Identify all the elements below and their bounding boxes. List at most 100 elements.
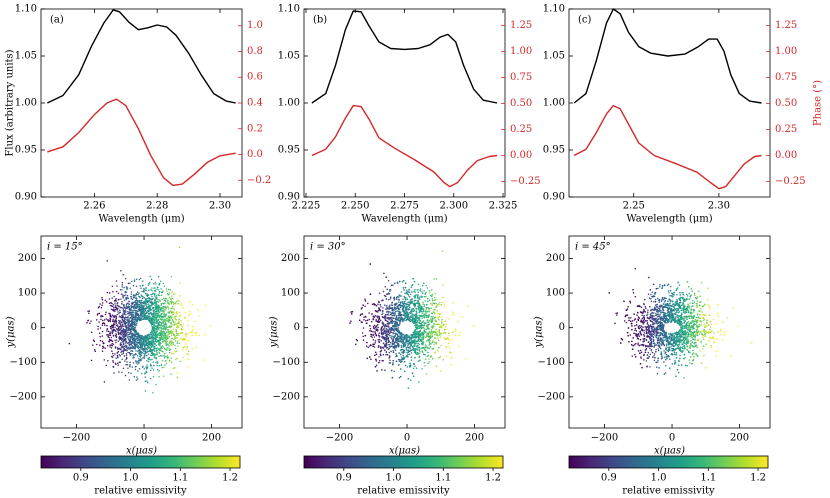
scatter-point [382,316,384,319]
scatter-point [437,316,439,318]
scatter-point [113,299,116,302]
scatter-point [414,343,416,345]
scatter-point [119,361,122,364]
scatter-point [434,352,436,354]
scatter-point [388,308,390,310]
scatter-point [121,301,123,303]
scatter-point [159,342,162,345]
scatter-point [172,311,174,313]
scatter-point [425,349,427,352]
scatter-point [146,315,149,318]
scatter-point [369,324,371,327]
scatter-point [110,324,113,327]
scatter-point [114,345,117,348]
scatter-point [417,342,419,344]
scatter-point [378,338,381,341]
scatter-point [209,325,212,327]
scatter-point [167,299,169,302]
scatter-point [173,321,175,324]
scatter-point [423,314,425,317]
scatter-point [178,322,180,324]
scatter-point [422,333,425,336]
scatter-point [397,342,400,344]
scatter-point [170,298,173,300]
scatter-point [142,340,144,342]
scatter-point [419,298,421,300]
scatter-point [130,324,133,327]
scatter-point [162,375,165,377]
scatter-point [375,325,378,327]
scatter-point [150,278,153,281]
scatter-point [373,336,376,338]
scatter-point [146,338,148,341]
scatter-point [418,303,421,306]
scatter-point [99,336,101,338]
scatter-point [425,295,427,298]
scatter-point [125,297,127,299]
scatter-point [376,316,379,319]
scatter-point [114,308,117,311]
scatter-point [134,331,137,333]
scatter-point [458,345,460,347]
scatter-point [153,346,155,349]
scatter-point [435,305,438,307]
scatter-point [171,291,173,293]
scatter-point [112,343,115,345]
scatter-point [123,333,125,336]
scatter-point [146,301,149,304]
scatter-point [112,290,114,293]
scatter-point [107,360,109,362]
scatter-point [164,336,167,339]
scatter-point [425,291,427,294]
scatter-point [98,312,101,315]
scatter-point [181,304,183,307]
scatter-point [137,335,140,338]
scatter-point [131,342,133,344]
scatter-point [131,318,134,320]
scatter-point [123,329,125,331]
scatter-point [120,321,123,323]
scatter-point [123,347,126,350]
scatter-point [151,351,153,353]
scatter-point [149,363,152,365]
scatter-point [167,308,170,310]
scatter-point [124,277,127,280]
scatter-point [395,306,397,309]
scatter-point [419,290,421,292]
scatter-point [157,306,159,309]
scatter-point [375,318,377,321]
scatter-point [425,345,427,348]
scatter-point [396,315,398,317]
scatter-point [136,378,139,380]
scatter-point [158,370,160,372]
scatter-point [411,372,414,375]
scatter-point [157,315,159,318]
scatter-point [159,308,162,310]
scatter-point [141,312,143,314]
scatter-point [112,303,115,306]
scatter-point [90,320,92,322]
scatter-point [90,331,93,333]
scatter-point [160,328,163,330]
scatter-point [152,354,154,356]
scatter-point [150,313,153,316]
scatter-point [109,325,112,328]
scatter-point [112,335,115,337]
scatter-point [174,317,177,320]
scatter-point [438,330,441,332]
x-tick-label: 2.25 [623,201,645,212]
scatter-point [375,359,378,362]
scatter-point [166,290,168,292]
scatter-point [147,284,150,287]
scatter-point [135,323,137,326]
scatter-point [126,335,128,337]
scatter-point [457,320,459,323]
scatter-point [156,288,158,290]
scatter-point [461,316,464,318]
scatter-point [114,347,117,349]
scatter-point [135,313,137,315]
scatter-point [127,337,129,339]
scatter-point [139,356,142,358]
scatter-point [381,359,384,362]
scatter-point [388,351,391,354]
